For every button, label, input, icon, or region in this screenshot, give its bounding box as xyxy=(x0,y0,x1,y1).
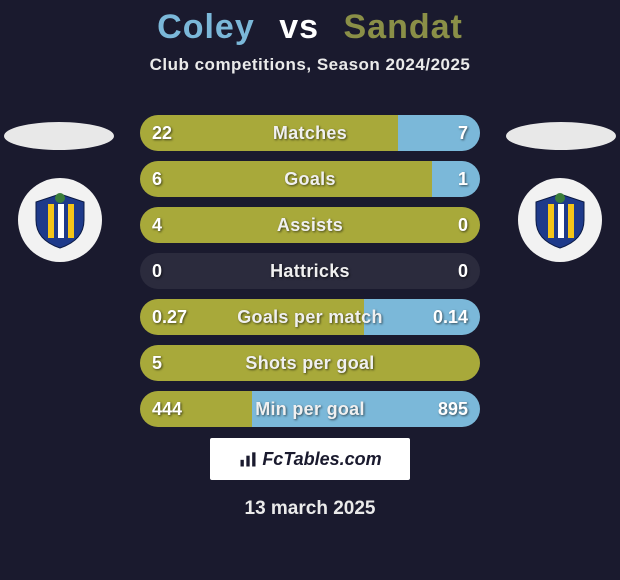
stat-bar: Assists4 0 xyxy=(140,207,480,243)
stat-value-left: 0 xyxy=(152,253,162,289)
shield-icon xyxy=(30,190,90,250)
stat-value-left: 6 xyxy=(152,161,162,197)
stat-label: Goals xyxy=(140,161,480,197)
stat-label: Goals per match xyxy=(140,299,480,335)
bars-zone: Matches227Goals61Assists40Hattricks00Goa… xyxy=(140,115,480,437)
crest-oval-left xyxy=(4,122,114,150)
title: Coley vs Sandat xyxy=(0,0,620,47)
stat-value-left: 22 xyxy=(152,115,172,151)
brand-logo: FcTables.com xyxy=(210,438,410,480)
stat-value-right: 0 xyxy=(458,253,468,289)
stat-bar: Matches22 7 xyxy=(140,115,480,151)
stat-label: Matches xyxy=(140,115,480,151)
stat-bar: Hattricks0 0 xyxy=(140,253,480,289)
vs-text: vs xyxy=(279,8,319,46)
stat-bar: Goals6 1 xyxy=(140,161,480,197)
brand-text: FcTables.com xyxy=(262,449,381,470)
player1-name: Coley xyxy=(157,8,255,46)
shield-icon xyxy=(530,190,590,250)
club-crest-right xyxy=(518,178,602,262)
stat-bar: Min per goal444 895 xyxy=(140,391,480,427)
stat-label: Assists xyxy=(140,207,480,243)
stat-bar: Shots per goal5 xyxy=(140,345,480,381)
stat-value-left: 0.27 xyxy=(152,299,187,335)
stat-value-right: 0.14 xyxy=(433,299,468,335)
stat-value-right: 895 xyxy=(438,391,468,427)
club-crest-left xyxy=(18,178,102,262)
chart-icon xyxy=(238,449,258,469)
stat-value-left: 4 xyxy=(152,207,162,243)
stat-label: Min per goal xyxy=(140,391,480,427)
stat-value-right: 7 xyxy=(458,115,468,151)
stat-value-left: 5 xyxy=(152,345,162,381)
date: 13 march 2025 xyxy=(0,498,620,520)
infographic-root: Coley vs Sandat Club competitions, Seaso… xyxy=(0,0,620,580)
player2-name: Sandat xyxy=(343,8,462,46)
stat-value-right: 0 xyxy=(458,207,468,243)
subtitle: Club competitions, Season 2024/2025 xyxy=(0,55,620,75)
stat-value-right: 1 xyxy=(458,161,468,197)
stat-bar: Goals per match0.27 0.14 xyxy=(140,299,480,335)
crest-oval-right xyxy=(506,122,616,150)
stat-label: Hattricks xyxy=(140,253,480,289)
stat-label: Shots per goal xyxy=(140,345,480,381)
stat-value-left: 444 xyxy=(152,391,182,427)
